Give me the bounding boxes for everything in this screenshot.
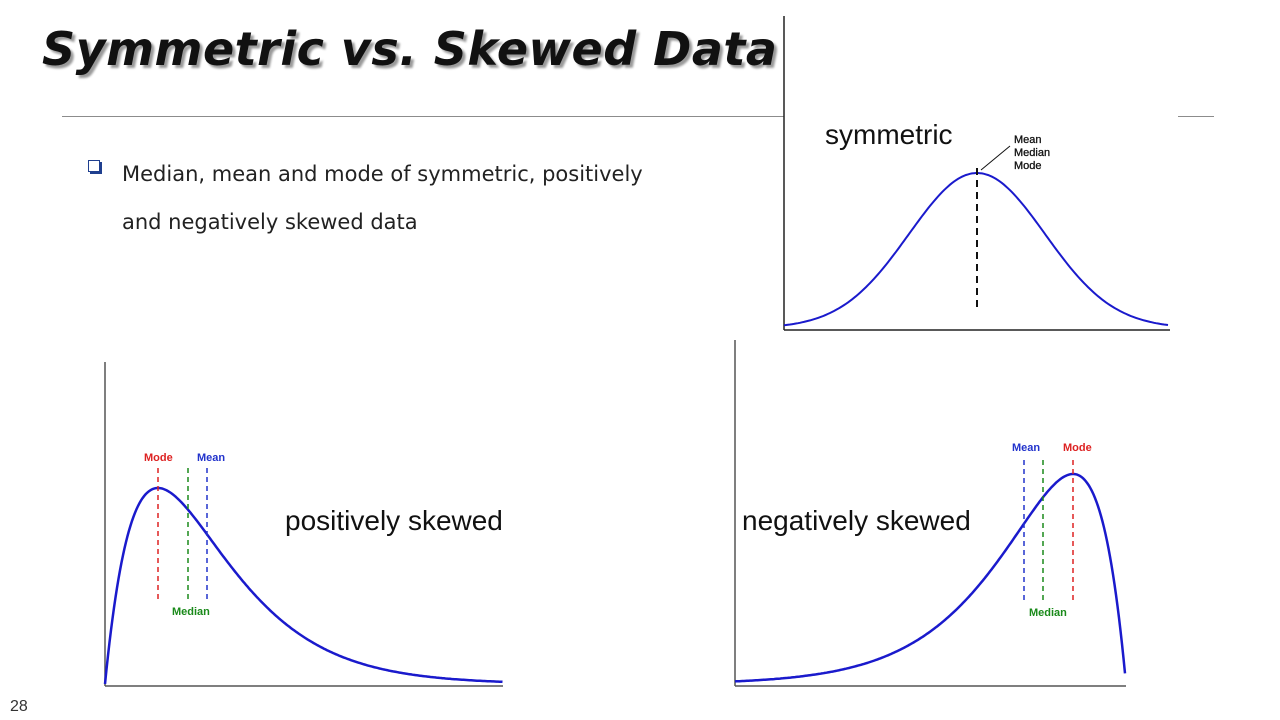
symmetric-annotation-pointer <box>980 145 1011 171</box>
symmetric-annotation-mode: Mode <box>1014 160 1042 172</box>
bullet-item: Median, mean and mode of symmetric, posi… <box>88 150 688 246</box>
title-divider <box>62 116 784 117</box>
positive-mean-label: Mean <box>197 452 225 464</box>
negative-curve <box>734 472 1127 683</box>
negative-median-label: Median <box>1029 607 1067 619</box>
positive-mode-label: Mode <box>144 452 173 464</box>
positive-median-label: Median <box>172 606 210 618</box>
negative-label: negatively skewed <box>742 505 971 536</box>
symmetric-annotation-mean: Mean <box>1014 134 1042 146</box>
bullet-text: Median, mean and mode of symmetric, posi… <box>122 162 643 234</box>
title-divider-right <box>1178 116 1214 117</box>
positive-label: positively skewed <box>285 505 503 536</box>
positive-curve <box>103 486 503 685</box>
page-number: 28 <box>10 698 28 715</box>
symmetric-label: symmetric <box>825 119 953 150</box>
negative-mode-label: Mode <box>1063 442 1092 454</box>
slide-title: Symmetric vs. Skewed Data <box>42 22 778 76</box>
symmetric-annotation-median: Median <box>1014 147 1050 159</box>
square-bullet-icon <box>88 160 100 172</box>
negative-mean-label: Mean <box>1012 442 1040 454</box>
